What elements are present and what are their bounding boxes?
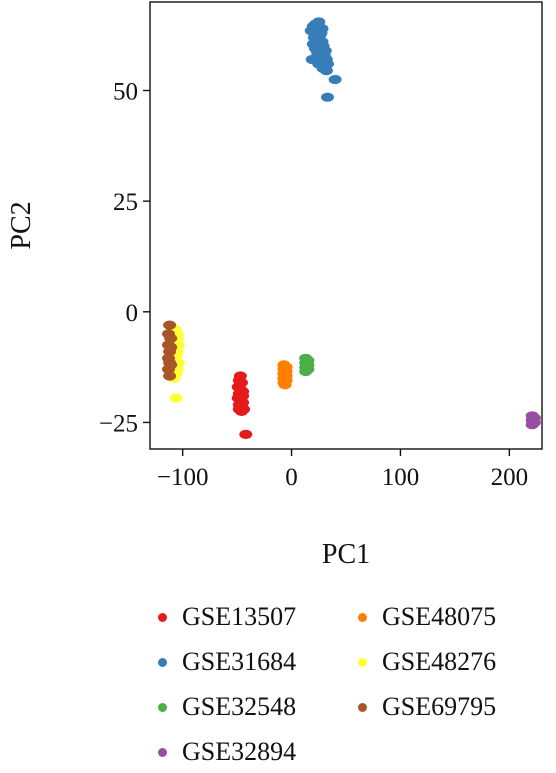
data-point (278, 366, 292, 377)
legend-label-gse48276: GSE48276 (382, 647, 497, 676)
data-point (163, 371, 177, 381)
data-point (310, 41, 324, 51)
series-gse69795 (162, 320, 178, 381)
legend-item-gse31684: GSE31684 (152, 645, 352, 679)
legend-marker-gse32894 (158, 747, 167, 757)
x-tick-label: 0 (285, 464, 298, 491)
legend-label-gse32548: GSE32548 (182, 692, 297, 721)
y-tick-label: 50 (113, 79, 138, 106)
legend-item-gse48276: GSE48276 (352, 645, 552, 679)
data-point (163, 320, 177, 330)
data-point (163, 358, 177, 368)
legend-label-gse31684: GSE31684 (182, 647, 297, 676)
series-gse31684 (304, 17, 342, 102)
series-gse32894 (525, 411, 541, 430)
legend-item-gse48075: GSE48075 (352, 600, 552, 634)
data-point (278, 380, 292, 390)
y-tick-label: −25 (99, 410, 138, 437)
data-point (237, 404, 251, 414)
y-tick-label: 25 (113, 189, 138, 216)
legend-label-gse48075: GSE48075 (382, 602, 497, 631)
legend-item-gse32548: GSE32548 (152, 690, 352, 724)
data-point (300, 355, 314, 366)
x-tick-label: 100 (382, 464, 420, 491)
data-point (233, 378, 247, 388)
data-point (526, 417, 540, 427)
legend-item-gse69795: GSE69795 (352, 690, 552, 724)
data-point (314, 28, 328, 38)
legend-label-gse32894: GSE32894 (182, 737, 297, 766)
data-point (319, 66, 333, 76)
legend-marker-gse13507 (158, 612, 167, 622)
plot-frame (149, 1, 543, 450)
data-point (239, 429, 253, 439)
legend-marker-gse32548 (158, 702, 167, 712)
y-tick-label: 0 (126, 300, 139, 327)
legend-marker-gse48075 (358, 612, 367, 622)
data-point (164, 342, 178, 352)
legend-marker-gse31684 (158, 657, 167, 667)
x-axis-label: PC1 (322, 539, 370, 570)
data-point (321, 92, 334, 102)
pca-scatter-chart: −100 0 100 200 −25 0 25 50 PC1 PC2 (6, 1, 543, 570)
data-point (305, 54, 319, 65)
data-point (236, 391, 250, 401)
y-axis-label: PC2 (6, 201, 37, 249)
axis-ticks: −100 0 100 200 −25 0 25 50 (99, 79, 528, 491)
series-gse32548 (299, 353, 315, 377)
series-gse48075 (277, 360, 293, 390)
scatter-points (162, 17, 541, 439)
legend-item-gse32894: GSE32894 (152, 735, 352, 769)
legend: GSE13507 GSE48075 GSE31684 GSE48276 GSE3… (152, 600, 552, 769)
legend-label-gse69795: GSE69795 (382, 692, 497, 721)
x-tick-label: 200 (491, 464, 529, 491)
legend-item-gse13507: GSE13507 (152, 600, 352, 634)
legend-marker-gse69795 (358, 702, 367, 712)
series-gse13507 (231, 371, 253, 439)
data-point (328, 74, 342, 85)
x-tick-label: −100 (157, 464, 209, 491)
legend-marker-gse48276 (358, 657, 367, 667)
legend-label-gse13507: GSE13507 (182, 602, 297, 631)
data-point (169, 393, 183, 403)
